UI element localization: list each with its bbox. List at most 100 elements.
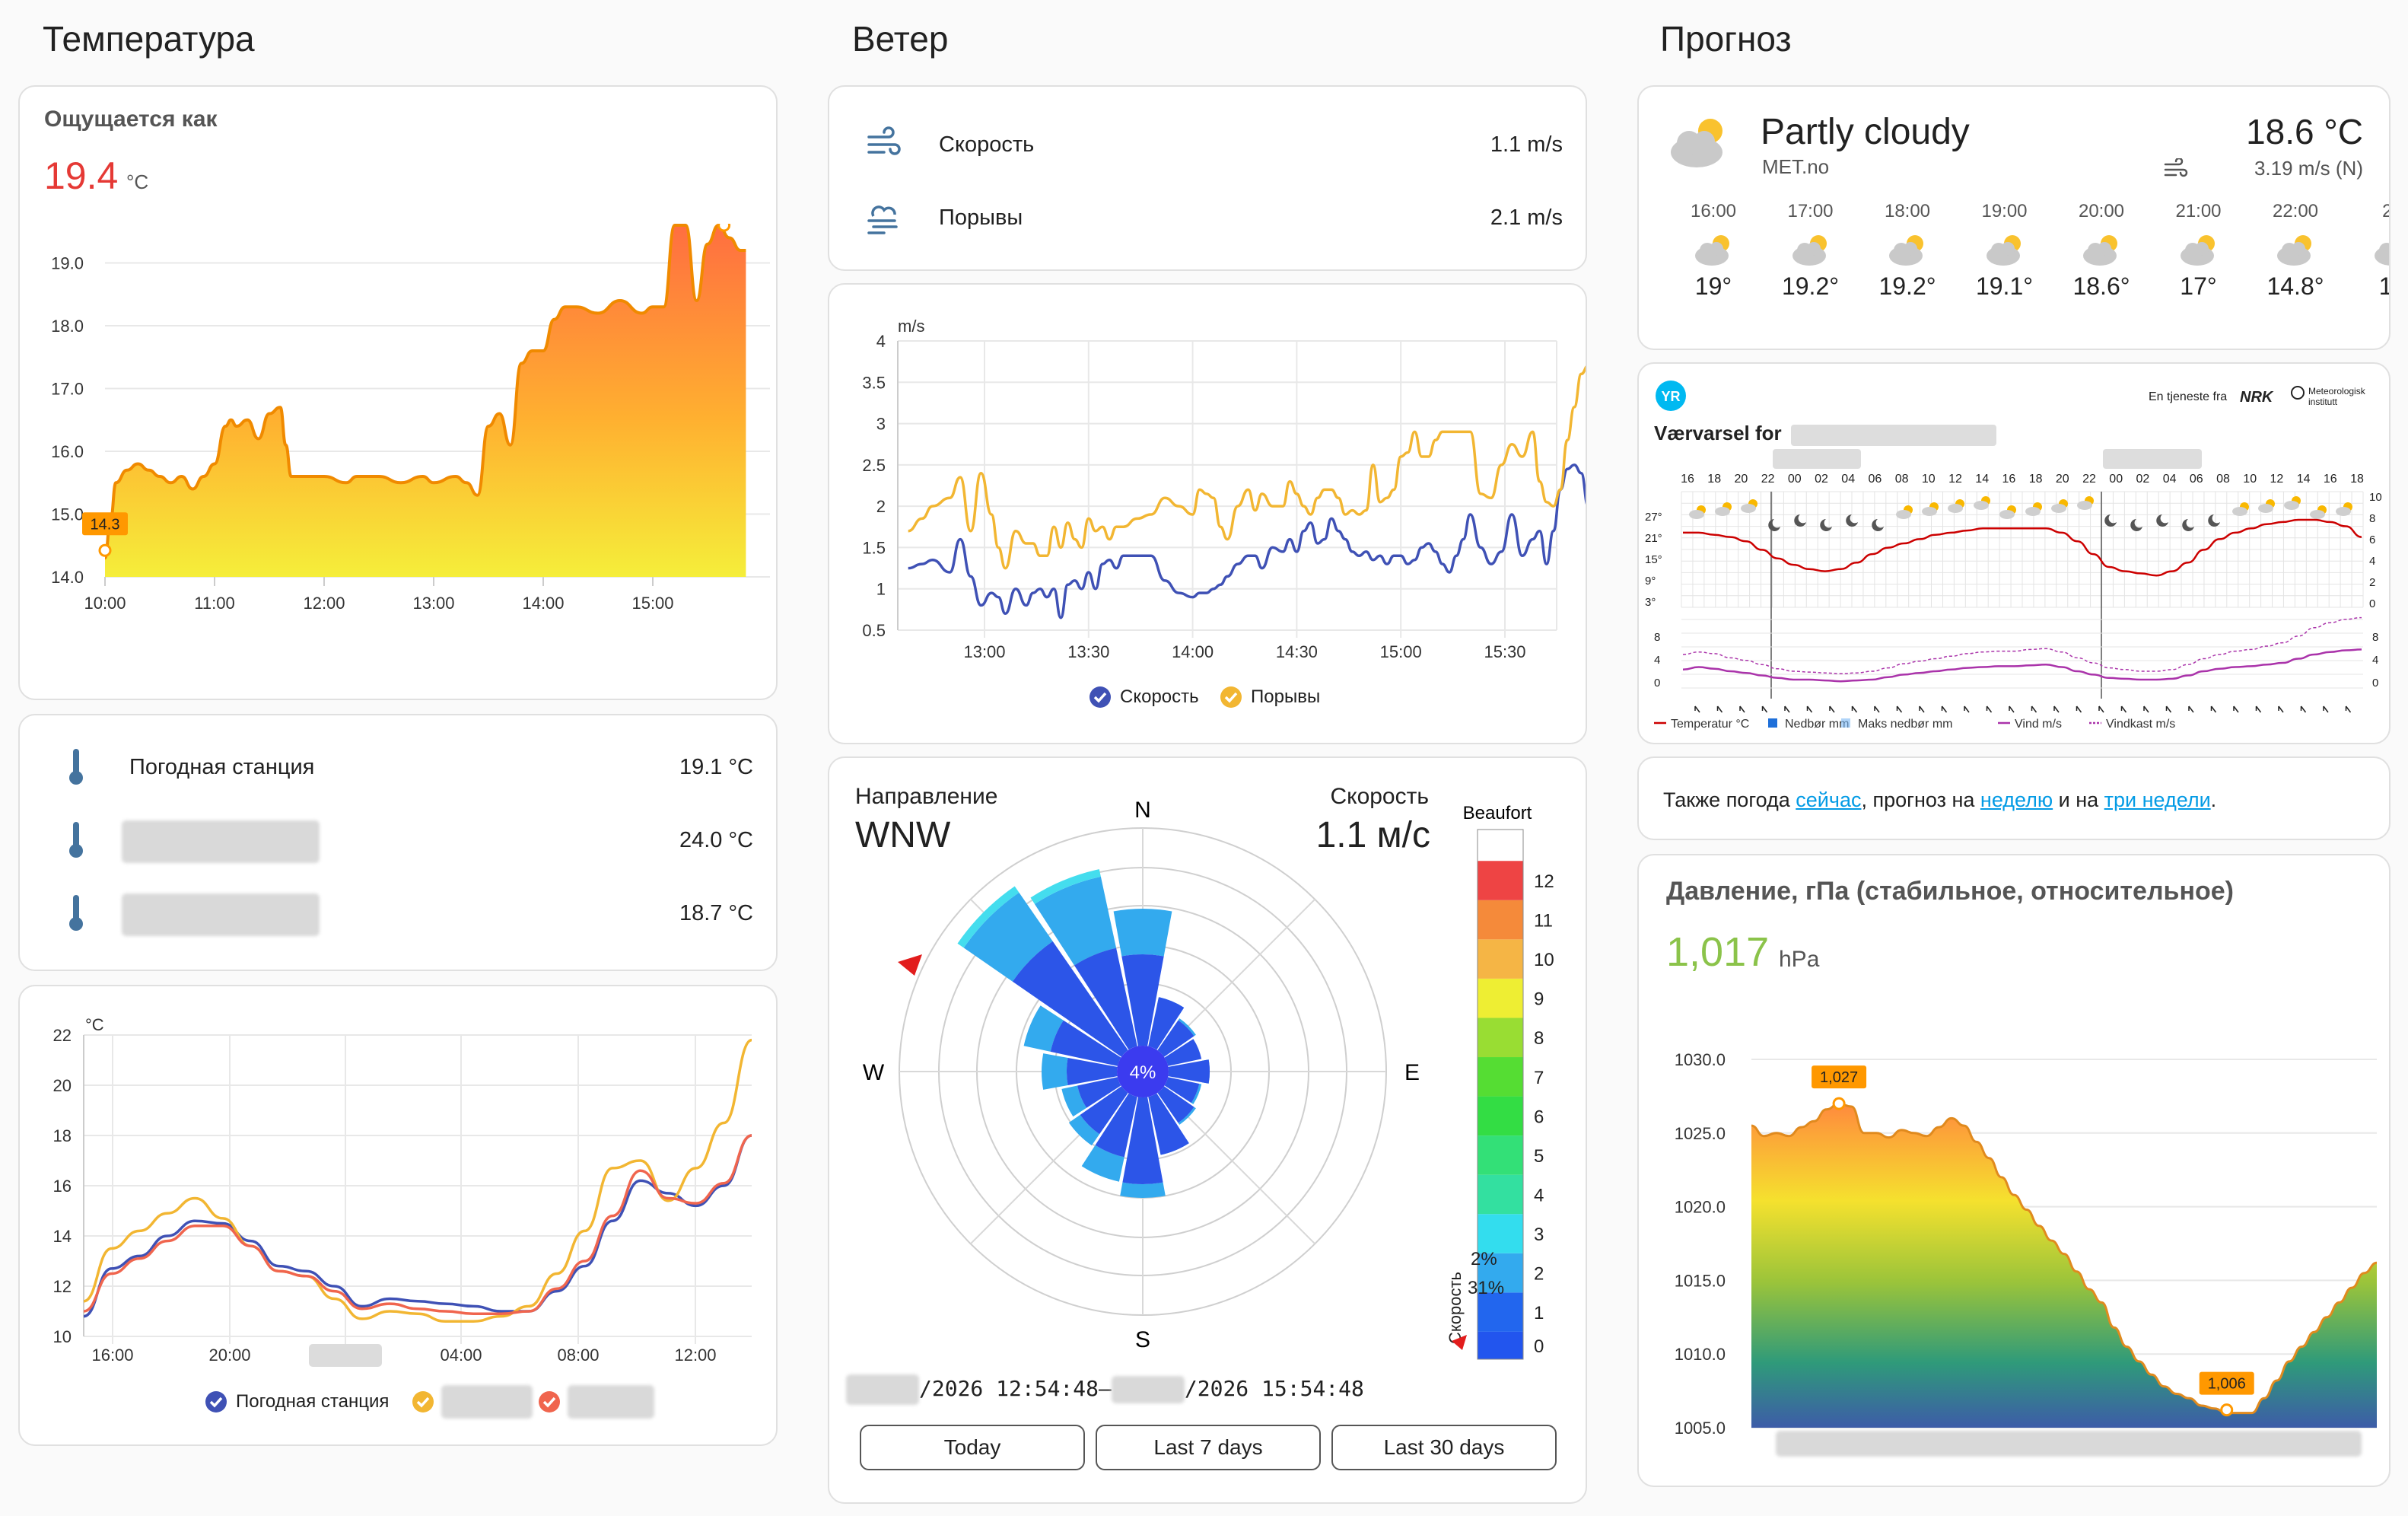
forecast-card[interactable]: Partly cloudy MET.no 18.6 °C 3.19 m/s (N…: [1637, 85, 2391, 350]
yr-title: Værvarsel for: [1654, 422, 1782, 444]
wind-gust-value: 2.1 m/s: [1490, 205, 1563, 230]
rose-petal-outer-S: [1120, 1182, 1166, 1198]
link-three-weeks[interactable]: три недели: [2104, 788, 2211, 811]
compass-w: W: [863, 1060, 885, 1085]
yr-wind-arrow-icon: [2009, 705, 2015, 713]
yr-card[interactable]: YR En tjeneste fra NRK Meteorologisk ins…: [1637, 362, 2391, 744]
y-tick-label: 1020.0: [1675, 1198, 1726, 1217]
yr-location-redacted: [1791, 425, 1996, 446]
wind-speed-row[interactable]: Скорость 1.1 m/s: [829, 122, 1586, 167]
yr-legend-swatch: [1768, 718, 1777, 728]
wind-gust-row[interactable]: Порывы 2.1 m/s: [829, 195, 1586, 240]
rose-petal-outer-NE: [1178, 1018, 1196, 1037]
forecast-hour: 17:00 19.2°: [1762, 201, 1859, 301]
forecast-hour-temp: 19.2°: [1878, 272, 1936, 300]
y-tick-label: 1010.0: [1675, 1345, 1726, 1364]
beaufort-label: 2: [1534, 1264, 1544, 1285]
yr-cloud-icon: [2258, 504, 2273, 513]
legend-label: Погодная станция: [236, 1391, 390, 1412]
date-from: /2026 12:54:48: [919, 1376, 1099, 1401]
column-title-wind: Ветер: [852, 19, 949, 59]
stations-card: Погодная станция 19.1 °C 24.0 °C 18.7 °C: [18, 714, 778, 971]
station-value: 18.7 °C: [679, 901, 753, 925]
yr-moon-icon: [2156, 514, 2168, 527]
beaufort-label: 9: [1534, 989, 1544, 1010]
gust-icon: [867, 205, 898, 234]
series-line-0: [908, 463, 1586, 619]
links-text: Также погода сейчас, прогноз на неделю и…: [1663, 788, 2216, 812]
series-line-2: [83, 1134, 752, 1316]
checkbox-checked-icon[interactable]: [204, 1390, 228, 1414]
yr-hour-tick: 04: [2163, 473, 2177, 486]
pressure-chart[interactable]: 1005.0 1010.0 1015.0 1020.0 1025.0 1030.0 1,0…: [1639, 1008, 2391, 1487]
beaufort-segment-2: [1478, 1253, 1523, 1293]
yr-precip-tick: 8: [2369, 512, 2375, 525]
series-line-1: [83, 1038, 752, 1323]
direction-label: Направление: [855, 784, 998, 809]
forecast-temperature: 18.6 °C: [2246, 112, 2363, 151]
yr-wind-arrow-icon: [1919, 705, 1925, 713]
temperature-history-chart[interactable]: °C 10 12 14 16 18 20 22 16:00 20:00 04:00 08:00 12:0…: [20, 986, 778, 1446]
yr-wind-arrow-icon: [1874, 705, 1880, 713]
wind-chart[interactable]: m/s 0.5 1 1.5 2 2.5 3 3.5 4 13:00 13:30 14:00 14:30 1…: [829, 285, 1587, 744]
beaufort-label: 10: [1534, 950, 1554, 970]
yr-hour-tick: 22: [1761, 473, 1775, 486]
y-tick-label: 16: [53, 1177, 72, 1196]
rose-petal-outer-W: [1042, 1053, 1068, 1090]
y-tick-label: 15.0: [51, 505, 84, 524]
temperature-history-card: °C 10 12 14 16 18 20 22 16:00 20:00 04:00 08:00 12:0…: [18, 985, 778, 1446]
y-tick-label: 1030.0: [1675, 1050, 1726, 1069]
x-tick-label: 08:00: [557, 1346, 599, 1365]
last-30-days-button[interactable]: Last 30 days: [1331, 1425, 1557, 1470]
y-tick-label: 22: [53, 1026, 72, 1045]
station-value: 24.0 °C: [679, 828, 753, 852]
nrk-logo: NRK: [2240, 389, 2274, 406]
y-tick-label: 2.5: [862, 456, 886, 475]
forecast-hour: 23 12: [2344, 201, 2389, 301]
yr-hour-tick: 14: [1975, 473, 1989, 486]
checkbox-checked-icon[interactable]: [1219, 685, 1243, 709]
last-7-days-button[interactable]: Last 7 days: [1096, 1425, 1321, 1470]
yr-cloud-icon: [1689, 510, 1704, 519]
yr-hour-tick: 12: [1948, 473, 1962, 486]
rose-petal-edge-NW: [957, 886, 1020, 948]
checkbox-checked-icon[interactable]: [537, 1390, 561, 1414]
x-tick-label: 13:00: [412, 594, 454, 613]
yr-legend-label: Vind m/s: [2015, 718, 2062, 731]
met-line1: Meteorologisk: [2308, 386, 2366, 397]
beaufort-segment-11: [1478, 900, 1523, 940]
forecast-hour: 22:00 14.8°: [2247, 201, 2344, 301]
yr-wind-arrow-icon: [2210, 705, 2217, 713]
station-row[interactable]: Погодная станция 19.1 °C: [20, 746, 776, 791]
wind-chart-legend: Скорость Порывы: [1088, 680, 1438, 714]
partly-cloudy-icon: [2180, 235, 2215, 266]
beaufort-label: 12: [1534, 871, 1554, 892]
checkbox-checked-icon[interactable]: [1088, 685, 1112, 709]
feels-like-card[interactable]: Ощущается как 19.4 °C 14.0 15.0 16.0 17.0 18…: [18, 85, 778, 700]
forecast-hour-temp: 14.8°: [2266, 272, 2324, 300]
forecast-hour-temp: 19°: [1694, 272, 1732, 300]
checkbox-checked-icon[interactable]: [411, 1390, 435, 1414]
link-week[interactable]: неделю: [1980, 788, 2053, 811]
yr-hour-tick: 20: [2056, 473, 2069, 486]
station-row[interactable]: 24.0 °C: [20, 819, 776, 865]
direction-pointer-icon: [898, 954, 922, 976]
feels-like-chart[interactable]: 14.015.016.017.018.019.020.010:0011:0012…: [20, 224, 778, 696]
yr-moon-icon: [2104, 514, 2117, 527]
yr-hour-tick: 18: [2029, 473, 2043, 486]
x-tick-label: 15:30: [1484, 642, 1525, 661]
yr-meteogram: YR En tjeneste fra NRK Meteorologisk ins…: [1645, 381, 2382, 731]
pressure-card[interactable]: Давление, гПа (стабильное, относительное…: [1637, 854, 2391, 1487]
rose-petal-inner-SSE: [1148, 1093, 1189, 1155]
yr-temp-tick: 3°: [1645, 596, 1656, 609]
today-button[interactable]: Today: [860, 1425, 1085, 1470]
beaufort-segment-0: [1478, 1331, 1523, 1359]
yr-logo: YR: [1661, 389, 1680, 404]
station-row[interactable]: 18.7 °C: [20, 892, 776, 938]
legend-label-redacted: [568, 1385, 654, 1419]
link-now[interactable]: сейчас: [1796, 788, 1862, 811]
rose-petal-inner-SE: [1157, 1086, 1194, 1123]
rose-petal-edge-NNW: [1030, 869, 1101, 904]
yr-precip-tick: 10: [2369, 491, 2382, 504]
